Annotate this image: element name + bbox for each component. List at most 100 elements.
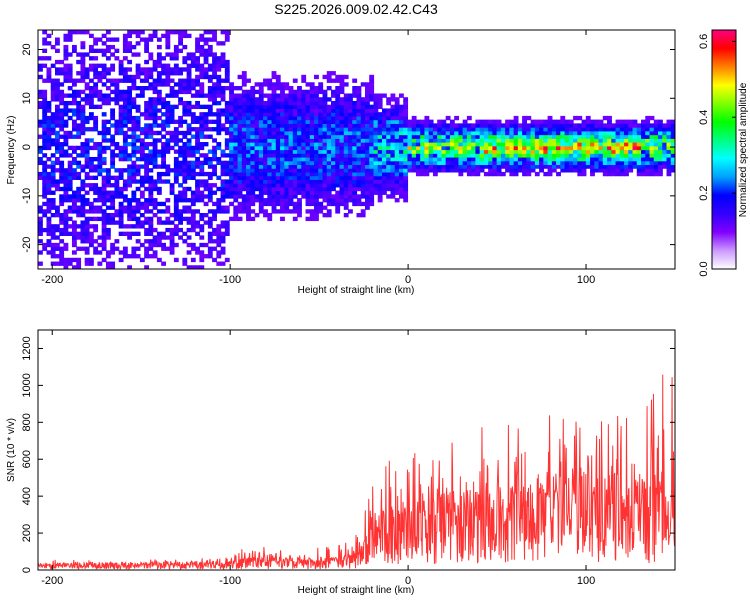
spectrogram-cell [594,160,600,166]
spectrogram-cell [127,108,133,113]
spectrogram-cell [386,119,392,124]
spectrogram-cell [573,156,578,162]
spectrogram-cell [373,127,379,132]
spectrogram-cell [505,160,510,166]
spectrogram-cell [432,145,438,151]
spectrogram-cell [190,209,196,214]
spectrogram-cell [186,220,192,225]
spectrogram-cell [517,145,523,151]
spectrogram-cell [641,149,646,154]
spectrogram-cell [42,41,48,46]
spectrogram-cell [292,156,298,162]
spectrogram-cell [318,134,324,139]
spectrogram-cell [479,119,485,124]
spectrogram-cell [632,164,638,169]
spectrogram-cell [352,201,358,207]
spectrogram-cell [93,145,99,151]
spectrogram-cell [394,175,400,180]
spectrogram-cell [526,149,532,154]
spectrogram-cell [101,198,107,203]
spectrogram-cell [403,134,409,139]
spectrogram-cell [54,115,60,121]
spectrogram-cell [398,149,404,154]
spectrogram-cell [93,89,99,95]
spectrogram-cell [649,156,655,162]
spectrogram-cell [271,93,277,98]
spectrogram-cell [67,168,73,173]
spectrogram-cell [220,250,226,255]
spectrogram-cell [314,171,319,177]
spectrogram-cell [152,59,158,65]
spectrogram-cell [314,145,319,151]
spectrogram-cell [526,164,532,169]
spectrogram-cell [46,190,52,195]
spectrogram-cell [93,37,99,42]
spectrogram-cell [267,183,273,188]
spectrogram-cell [335,100,341,106]
spectrogram-cell [76,171,82,177]
spectrogram-cell [564,134,570,139]
spectrogram-cell [118,186,124,192]
spectrogram-cell [224,168,230,173]
spectrogram-cell [161,104,166,110]
spectrogram-cell [63,134,69,139]
spectrogram-cell [46,115,52,121]
spectrogram-cell [263,78,268,83]
spectrogram-cell [641,130,646,136]
spectrogram-cell [207,186,213,192]
snr-y-tick-label: 800 [21,413,33,431]
spectrogram-cell [42,190,48,195]
spectrogram-cell [241,138,247,143]
spectrogram-cell [369,149,375,154]
spectrogram-cell [360,164,366,169]
spectrogram-cell [437,134,443,139]
spectrogram-cell [263,168,268,173]
spectrogram-cell [364,179,370,184]
spectrogram-cell [381,164,387,169]
spectrogram-cell [199,123,205,128]
spectrogram-cell [173,171,179,177]
spectrogram-cell [46,156,52,162]
spectrogram-cell [127,119,133,124]
spectrogram-cell [585,127,591,132]
spectrogram-cell [271,74,277,80]
spectrogram-cell [369,97,375,102]
spectrogram-cell [547,171,553,177]
spectrogram-cell [475,153,481,158]
spectrogram-cell [560,145,566,151]
spectrogram-cell [237,216,243,222]
spectrogram-cell [581,160,587,166]
spectrogram-cell [335,134,341,139]
spectrogram-cell [381,145,387,151]
spectrogram-cell [258,82,264,87]
spectrogram-cell [152,67,158,72]
spectrogram-cell [122,149,128,154]
spectrogram-cell [496,168,502,173]
spectrogram-cell [59,179,65,184]
spectrogram-cell [271,198,277,203]
spectrogram-cell [615,123,621,128]
spectrogram-cell [280,156,285,162]
spectrogram-cell [619,130,625,136]
spectrogram-cell [284,190,290,195]
spectrogram-cell [377,115,383,121]
spectrogram-cell [356,130,362,136]
spectrogram-cell [356,183,362,188]
spectrogram-cell [178,115,183,121]
spectrogram-cell [144,86,150,91]
spectrogram-cell [80,108,86,113]
spectrogram-cell [360,171,366,177]
snr-x-label: Height of straight line (km) [298,585,415,596]
spectrogram-cell [641,138,646,143]
spectrogram-cell [492,160,498,166]
spectrogram-cell [199,254,205,259]
spectrogram-cell [263,130,268,136]
spectrogram-cell [428,156,434,162]
spectrogram-cell [322,104,328,110]
spectrogram-cell [101,63,107,68]
spectrogram-cell [63,56,69,61]
spectrogram-cell [165,104,171,110]
spectrogram-cell [483,145,489,151]
spectrogram-cell [178,123,183,128]
spectrogram-cell [318,201,324,207]
